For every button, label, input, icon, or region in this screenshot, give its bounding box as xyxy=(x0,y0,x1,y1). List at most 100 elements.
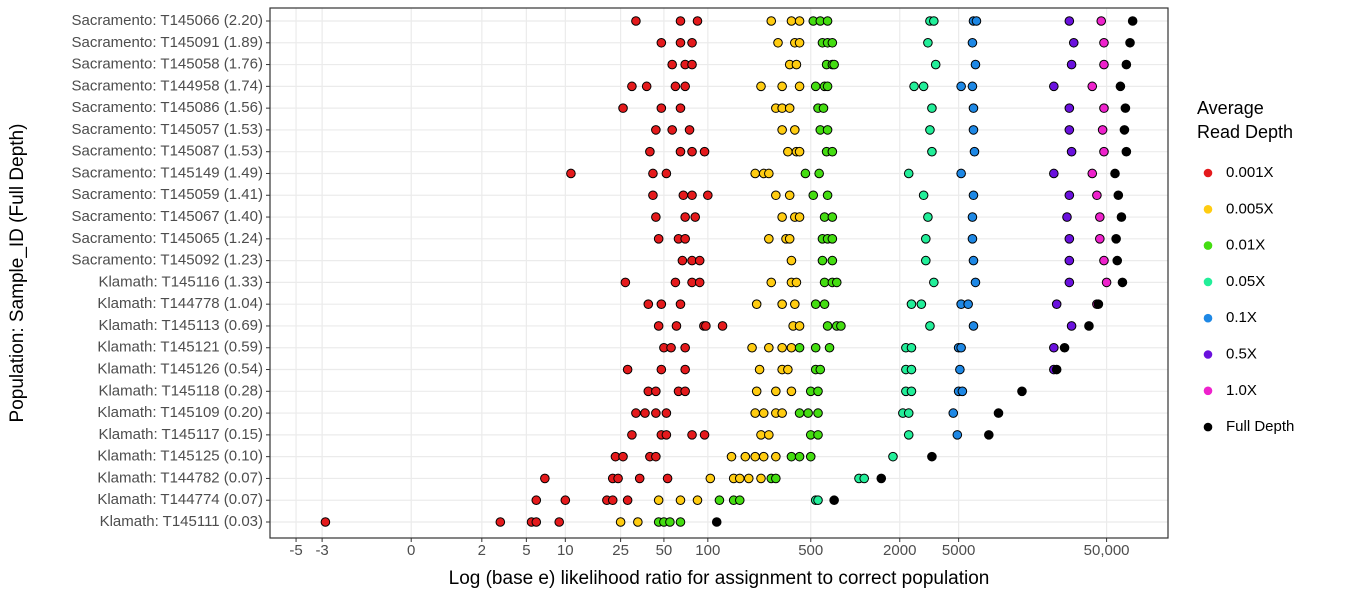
dot xyxy=(876,473,887,484)
dot xyxy=(667,125,677,135)
dot xyxy=(687,146,697,157)
y-tick-label: Sacramento: T145091 (1.89) xyxy=(71,34,263,51)
dot xyxy=(927,451,937,462)
dot xyxy=(764,430,774,440)
grid xyxy=(270,8,1168,538)
dot xyxy=(714,495,725,506)
dot xyxy=(758,408,769,418)
x-tick-label: 2000 xyxy=(883,542,916,559)
dot xyxy=(645,146,655,157)
dot xyxy=(968,103,979,113)
dot xyxy=(754,364,765,375)
x-tick-label: 50,000 xyxy=(1084,542,1130,559)
dot xyxy=(923,37,933,48)
dot xyxy=(680,386,690,397)
dot xyxy=(1066,59,1077,70)
dot xyxy=(653,495,664,506)
y-tick-label: Sacramento: T145087 (1.53) xyxy=(71,143,263,160)
dot xyxy=(734,495,745,506)
dot xyxy=(786,16,797,26)
dot xyxy=(805,451,816,462)
dot xyxy=(699,146,710,157)
dot xyxy=(656,364,667,375)
dot xyxy=(758,451,769,462)
dot xyxy=(651,212,661,222)
dot xyxy=(1017,386,1027,397)
dot xyxy=(955,364,965,375)
dot xyxy=(836,321,846,331)
dot xyxy=(790,125,800,135)
legend-label: 1.0X xyxy=(1226,382,1257,399)
y-tick-label: Sacramento: T145092 (1.23) xyxy=(71,252,263,269)
dot xyxy=(615,517,626,527)
dot xyxy=(827,234,838,244)
dot xyxy=(622,495,633,506)
dot xyxy=(1049,342,1059,353)
dot xyxy=(818,103,829,113)
dot xyxy=(661,168,672,179)
dot xyxy=(627,430,637,440)
dot xyxy=(670,81,681,92)
y-tick-label: Sacramento: T145067 (1.40) xyxy=(71,208,263,225)
dot xyxy=(786,255,797,266)
dot xyxy=(648,168,658,179)
dot xyxy=(822,125,833,135)
y-tick-label: Sacramento: T145066 (2.20) xyxy=(71,12,263,29)
dot xyxy=(813,430,823,440)
dot xyxy=(1064,277,1075,288)
dot xyxy=(777,342,787,353)
panel-border xyxy=(269,7,1169,539)
dot xyxy=(750,168,760,179)
dot xyxy=(1064,16,1075,26)
dot xyxy=(1111,234,1121,244)
dot xyxy=(1110,168,1120,179)
dot xyxy=(786,451,797,462)
dot xyxy=(970,277,981,288)
dot xyxy=(929,277,939,288)
dot xyxy=(711,517,722,527)
dot xyxy=(967,212,978,222)
dot xyxy=(1066,321,1077,331)
dot xyxy=(1049,168,1059,179)
y-tick-label: Klamath: T145116 (1.33) xyxy=(98,273,263,290)
dot xyxy=(786,342,797,353)
dot xyxy=(813,495,823,506)
dot xyxy=(631,16,641,26)
dot xyxy=(1115,81,1126,92)
dot xyxy=(810,81,821,92)
dot xyxy=(622,364,633,375)
dot xyxy=(1084,321,1094,331)
x-tick-label: 50 xyxy=(656,542,673,559)
dot xyxy=(701,321,711,331)
dot xyxy=(1066,146,1077,157)
dot xyxy=(831,277,842,288)
dot xyxy=(1112,255,1123,266)
dot xyxy=(671,321,682,331)
dot xyxy=(925,321,935,331)
dot xyxy=(651,408,661,418)
y-tick-label: Sacramento: T145057 (1.53) xyxy=(71,121,263,138)
dot xyxy=(620,277,631,288)
dot xyxy=(675,103,686,113)
dot xyxy=(1099,103,1109,113)
x-tick-label: 0 xyxy=(407,542,415,559)
x-tick-label: 2 xyxy=(478,542,486,559)
dot xyxy=(1101,277,1112,288)
dot xyxy=(956,168,966,179)
dot xyxy=(651,386,661,397)
dot xyxy=(756,473,766,484)
legend-label: Full Depth xyxy=(1226,418,1294,435)
dot xyxy=(675,495,686,506)
dot xyxy=(815,364,826,375)
dot xyxy=(643,299,654,309)
dot xyxy=(909,81,919,92)
dot xyxy=(786,386,797,397)
dot xyxy=(764,342,774,353)
dot xyxy=(607,495,618,506)
y-tick-label: Sacramento: T145059 (1.41) xyxy=(71,186,263,203)
dot xyxy=(656,299,667,309)
dot xyxy=(967,234,978,244)
dot xyxy=(692,495,703,506)
dot xyxy=(810,299,821,309)
